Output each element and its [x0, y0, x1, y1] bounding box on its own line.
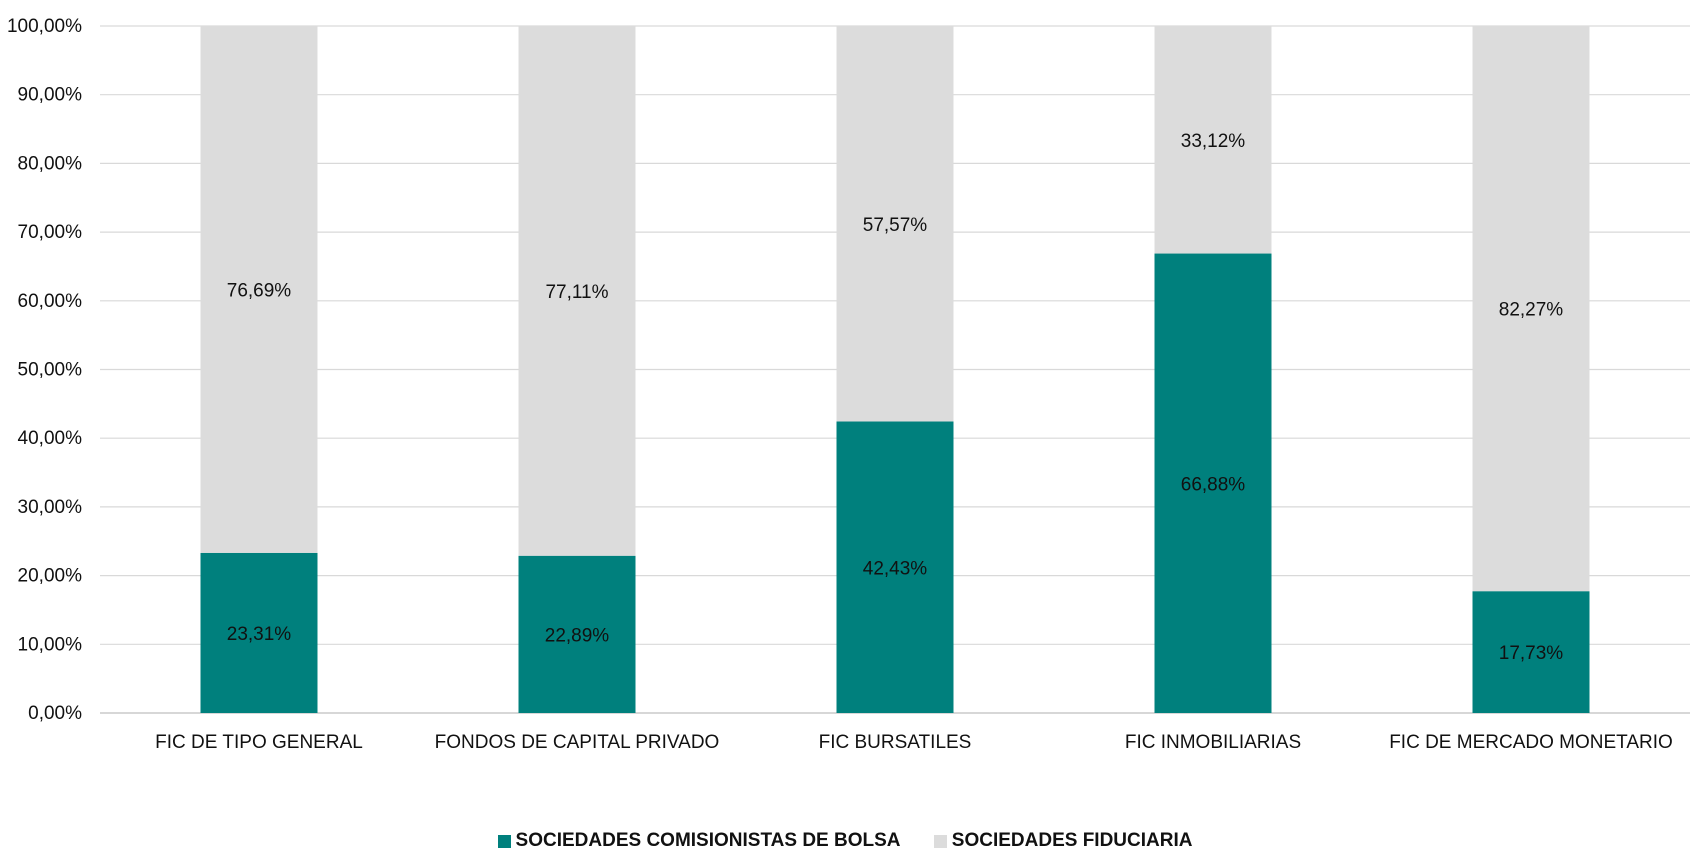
legend-item-comisionistas: SOCIEDADES COMISIONISTAS DE BOLSA [497, 830, 901, 852]
bar-segment-comisionistas [1472, 591, 1590, 713]
bar-segment-comisionistas [518, 555, 636, 713]
data-label: 82,27% [1499, 300, 1564, 321]
x-tick-label: FIC DE MERCADO MONETARIO [1389, 732, 1673, 753]
x-tick-label: FONDOS DE CAPITAL PRIVADO [435, 732, 720, 753]
y-tick-label: 50,00% [18, 360, 83, 381]
bar-segment-comisionistas [1154, 253, 1272, 713]
x-tick-label: FIC DE TIPO GENERAL [155, 732, 363, 753]
y-tick-label: 10,00% [18, 634, 83, 655]
data-label: 22,89% [545, 625, 610, 646]
y-tick-label: 30,00% [18, 497, 83, 518]
data-label: 77,11% [545, 282, 608, 303]
bar-segment-comisionistas [836, 421, 954, 713]
x-axis: FIC DE TIPO GENERAL FONDOS DE CAPITAL PRI… [155, 732, 1673, 753]
data-label: 33,12% [1181, 131, 1246, 152]
data-labels: 23,31% 76,69% 22,89% 77,11% 42,43% 57,57% 66,8… [227, 131, 1564, 664]
legend-swatch-fiduciaria [933, 834, 947, 848]
legend-label-comisionistas: SOCIEDADES COMISIONISTAS DE BOLSA [515, 830, 901, 851]
x-tick-label: FIC BURSATILES [819, 732, 972, 753]
y-tick-label: 60,00% [18, 291, 83, 312]
data-label: 17,73% [1499, 643, 1564, 664]
data-label: 76,69% [227, 280, 292, 301]
y-tick-label: 90,00% [18, 85, 83, 106]
y-tick-label: 40,00% [18, 428, 83, 449]
legend-item-fiduciaria: SOCIEDADES FIDUCIARIA [933, 830, 1193, 852]
x-tick-label: FIC INMOBILIARIAS [1125, 732, 1301, 753]
y-tick-label: 0,00% [28, 703, 82, 724]
bar-segment-fiduciaria [200, 26, 318, 553]
bar-segment-fiduciaria [836, 26, 954, 422]
bars [200, 26, 1590, 713]
data-label: 57,57% [863, 215, 928, 236]
data-label: 23,31% [227, 624, 292, 645]
y-tick-label: 70,00% [18, 222, 83, 243]
legend-label-fiduciaria: SOCIEDADES FIDUCIARIA [951, 830, 1193, 851]
bar-segment-fiduciaria [1154, 26, 1272, 254]
legend: SOCIEDADES COMISIONISTAS DE BOLSA SOCIED… [0, 830, 1690, 854]
bar-segment-fiduciaria [518, 26, 636, 556]
y-tick-label: 100,00% [7, 16, 82, 37]
y-tick-label: 20,00% [18, 566, 83, 587]
bar-segment-fiduciaria [1472, 26, 1590, 592]
data-label: 42,43% [863, 558, 928, 579]
bar-segment-comisionistas [200, 552, 318, 713]
y-tick-label: 80,00% [18, 153, 83, 174]
legend-swatch-comisionistas [497, 834, 511, 848]
data-label: 66,88% [1181, 474, 1246, 495]
y-axis: 0,00% 10,00% 20,00% 30,00% 40,00% 50,00% 60,00… [7, 16, 82, 724]
